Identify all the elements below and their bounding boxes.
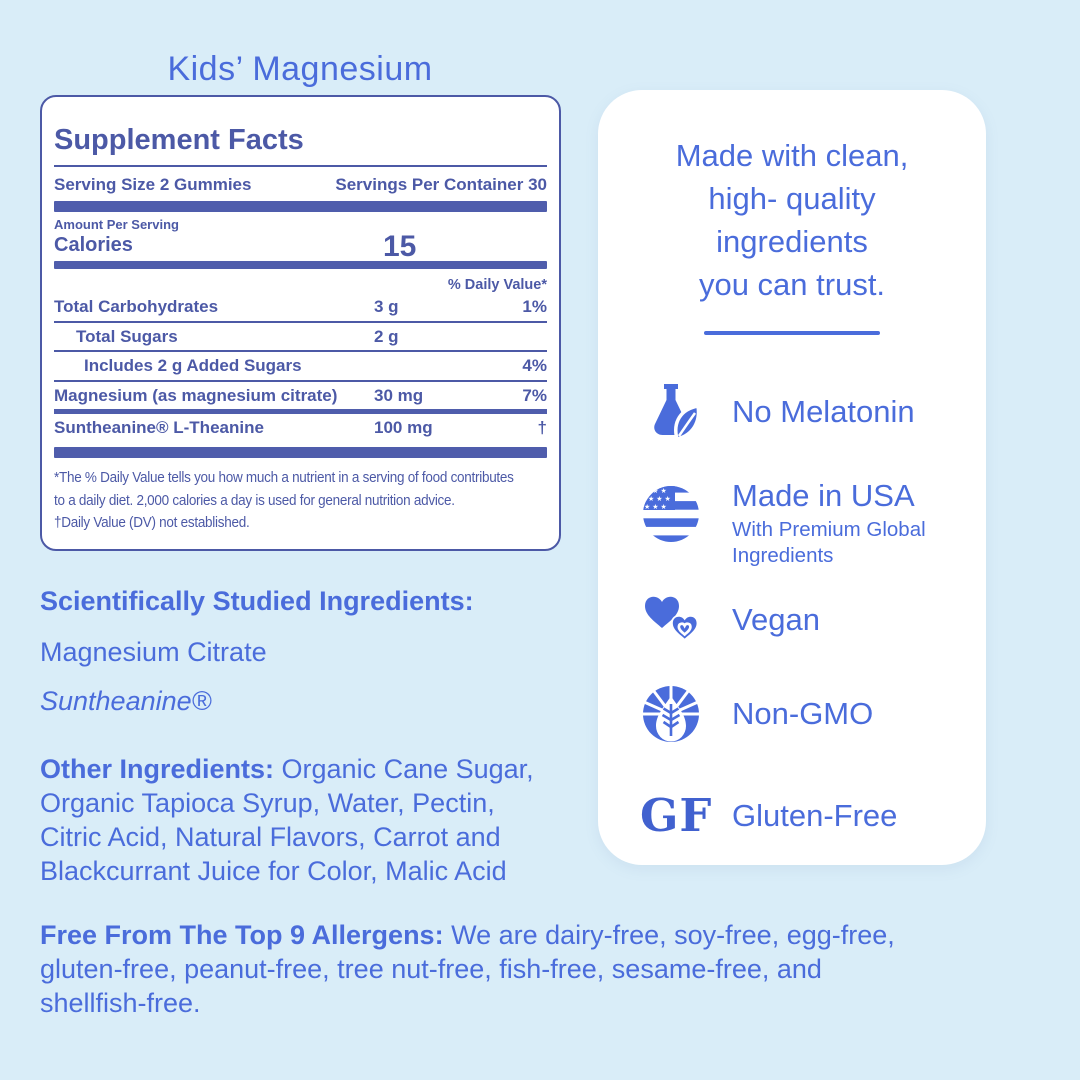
nutrient-dv: 4% <box>522 356 547 375</box>
benefit-non-gmo: Non-GMO <box>640 684 873 744</box>
benefit-text-block: Made in USA With Premium Global Ingredie… <box>732 478 926 569</box>
nutrient-name: Includes 2 g Added Sugars <box>84 356 302 375</box>
flask-leaf-icon <box>640 382 702 442</box>
table-row: Includes 2 g Added Sugars 4% <box>54 352 547 380</box>
divider <box>54 165 547 167</box>
allergens-label: Free From The Top 9 Allergens: <box>40 920 444 950</box>
divider-bar <box>54 261 547 269</box>
studied-ingredient: Magnesium Citrate <box>40 637 267 667</box>
studied-ingredients-heading: Scientifically Studied Ingredients: <box>40 586 474 616</box>
benefit-made-in-usa: ★★★ ★★★ ★★★ Made in USA With Premium Glo… <box>640 478 926 569</box>
supplement-facts-heading: Supplement Facts <box>54 124 304 156</box>
benefits-heading-line: Made with clean, <box>675 138 909 173</box>
nutrient-amount: 30 mg <box>374 385 424 405</box>
table-row: Suntheanine® L-Theanine 100 mg † <box>54 414 547 442</box>
table-row: Total Sugars 2 g <box>54 323 547 351</box>
servings-per-container: Servings Per Container 30 <box>335 175 547 194</box>
allergens-line: shellfish-free. <box>40 988 201 1018</box>
benefits-heading-line: ingredients <box>716 224 868 259</box>
footnote-line: to a daily diet. 2,000 calories a day is… <box>54 491 455 509</box>
benefit-gluten-free: GF Gluten-Free <box>640 786 897 846</box>
benefit-label: Gluten-Free <box>732 798 898 833</box>
other-ingredients-line: Blackcurrant Juice for Color, Malic Acid <box>40 856 507 886</box>
footnote-line: †Daily Value (DV) not established. <box>54 514 250 531</box>
other-ingredients-line: Other Ingredients: Organic Cane Sugar, <box>40 752 580 786</box>
nutrient-amount: 3 g <box>374 297 399 316</box>
calories-label: Calories <box>54 234 133 256</box>
footnote-line: *The % Daily Value tells you how much a … <box>54 469 514 486</box>
gf-monogram-icon: GF <box>640 789 713 842</box>
benefit-no-melatonin: No Melatonin <box>640 382 915 442</box>
page-title: Kids’ Magnesium <box>167 50 433 88</box>
benefit-subtext: With Premium Global Ingredients <box>732 517 926 569</box>
divider <box>54 350 547 352</box>
benefits-card: Made with clean, high- quality ingredien… <box>598 90 986 865</box>
other-ingredients-text: Organic Cane Sugar, <box>274 754 534 784</box>
studied-ingredient: Suntheanine® <box>40 686 212 716</box>
nutrient-name: Total Carbohydrates <box>54 297 219 316</box>
hearts-icon <box>640 590 702 650</box>
calories-value: 15 <box>383 230 417 263</box>
benefits-heading-line: you can trust. <box>698 267 886 302</box>
amount-per-serving-label: Amount Per Serving <box>54 217 179 232</box>
benefit-subtext-line: Ingredients <box>732 544 834 567</box>
benefit-subtext-line: With Premium Global <box>732 518 926 541</box>
allergens-line: Free From The Top 9 Allergens: We are da… <box>40 918 1020 952</box>
serving-row: Serving Size 2 Gummies Servings Per Cont… <box>54 175 547 195</box>
svg-text:★★★: ★★★ <box>644 487 669 495</box>
divider <box>54 320 547 323</box>
nutrient-name: Total Sugars <box>76 326 178 346</box>
benefit-label: Made in USA <box>732 478 915 513</box>
allergens-statement: Free From The Top 9 Allergens: We are da… <box>40 918 1020 1020</box>
svg-text:★★★: ★★★ <box>648 495 673 503</box>
serving-size: Serving Size 2 Gummies <box>54 175 252 194</box>
other-ingredients-label: Other Ingredients: <box>40 754 275 784</box>
benefit-vegan: Vegan <box>640 590 820 650</box>
nutrient-name: Magnesium (as magnesium citrate) <box>54 385 338 405</box>
nutrient-dv: 1% <box>522 297 547 316</box>
divider <box>54 379 547 382</box>
calories-block: Amount Per Serving Calories 15 <box>54 217 547 263</box>
table-row: Total Carbohydrates 3 g 1% <box>54 293 547 321</box>
other-ingredients-line: Organic Tapioca Syrup, Water, Pectin, <box>40 788 495 818</box>
nutrient-dv: 7% <box>522 385 547 405</box>
benefit-label: No Melatonin <box>732 394 915 429</box>
nutrient-amount: 100 mg <box>374 417 433 437</box>
table-row: Magnesium (as magnesium citrate) 30 mg 7… <box>54 382 547 410</box>
non-gmo-leaf-icon <box>640 684 702 744</box>
allergens-text: We are dairy-free, soy-free, egg-free, <box>443 920 895 950</box>
footnote: *The % Daily Value tells you how much a … <box>54 467 546 535</box>
divider-bar <box>54 409 547 414</box>
supplement-facts-panel: Supplement Facts Serving Size 2 Gummies … <box>40 95 561 551</box>
daily-value-header: % Daily Value* <box>447 277 547 293</box>
other-ingredients-line: Citric Acid, Natural Flavors, Carrot and <box>40 822 501 852</box>
benefits-heading-line: high- quality <box>708 181 876 216</box>
benefits-heading: Made with clean, high- quality ingredien… <box>598 134 986 306</box>
benefit-label: Vegan <box>732 602 820 637</box>
divider-bar <box>54 447 547 458</box>
benefit-label: Non-GMO <box>732 696 874 731</box>
nutrient-name: Suntheanine® L-Theanine <box>54 417 264 437</box>
svg-text:★★★: ★★★ <box>644 503 669 511</box>
divider-bar <box>54 201 547 212</box>
nutrient-dv: † <box>537 417 547 437</box>
usa-flag-icon: ★★★ ★★★ ★★★ <box>640 484 702 544</box>
divider <box>704 331 880 335</box>
nutrient-amount: 2 g <box>374 326 399 346</box>
allergens-line: gluten-free, peanut-free, tree nut-free,… <box>40 954 822 984</box>
other-ingredients: Other Ingredients: Organic Cane Sugar, O… <box>40 752 580 888</box>
